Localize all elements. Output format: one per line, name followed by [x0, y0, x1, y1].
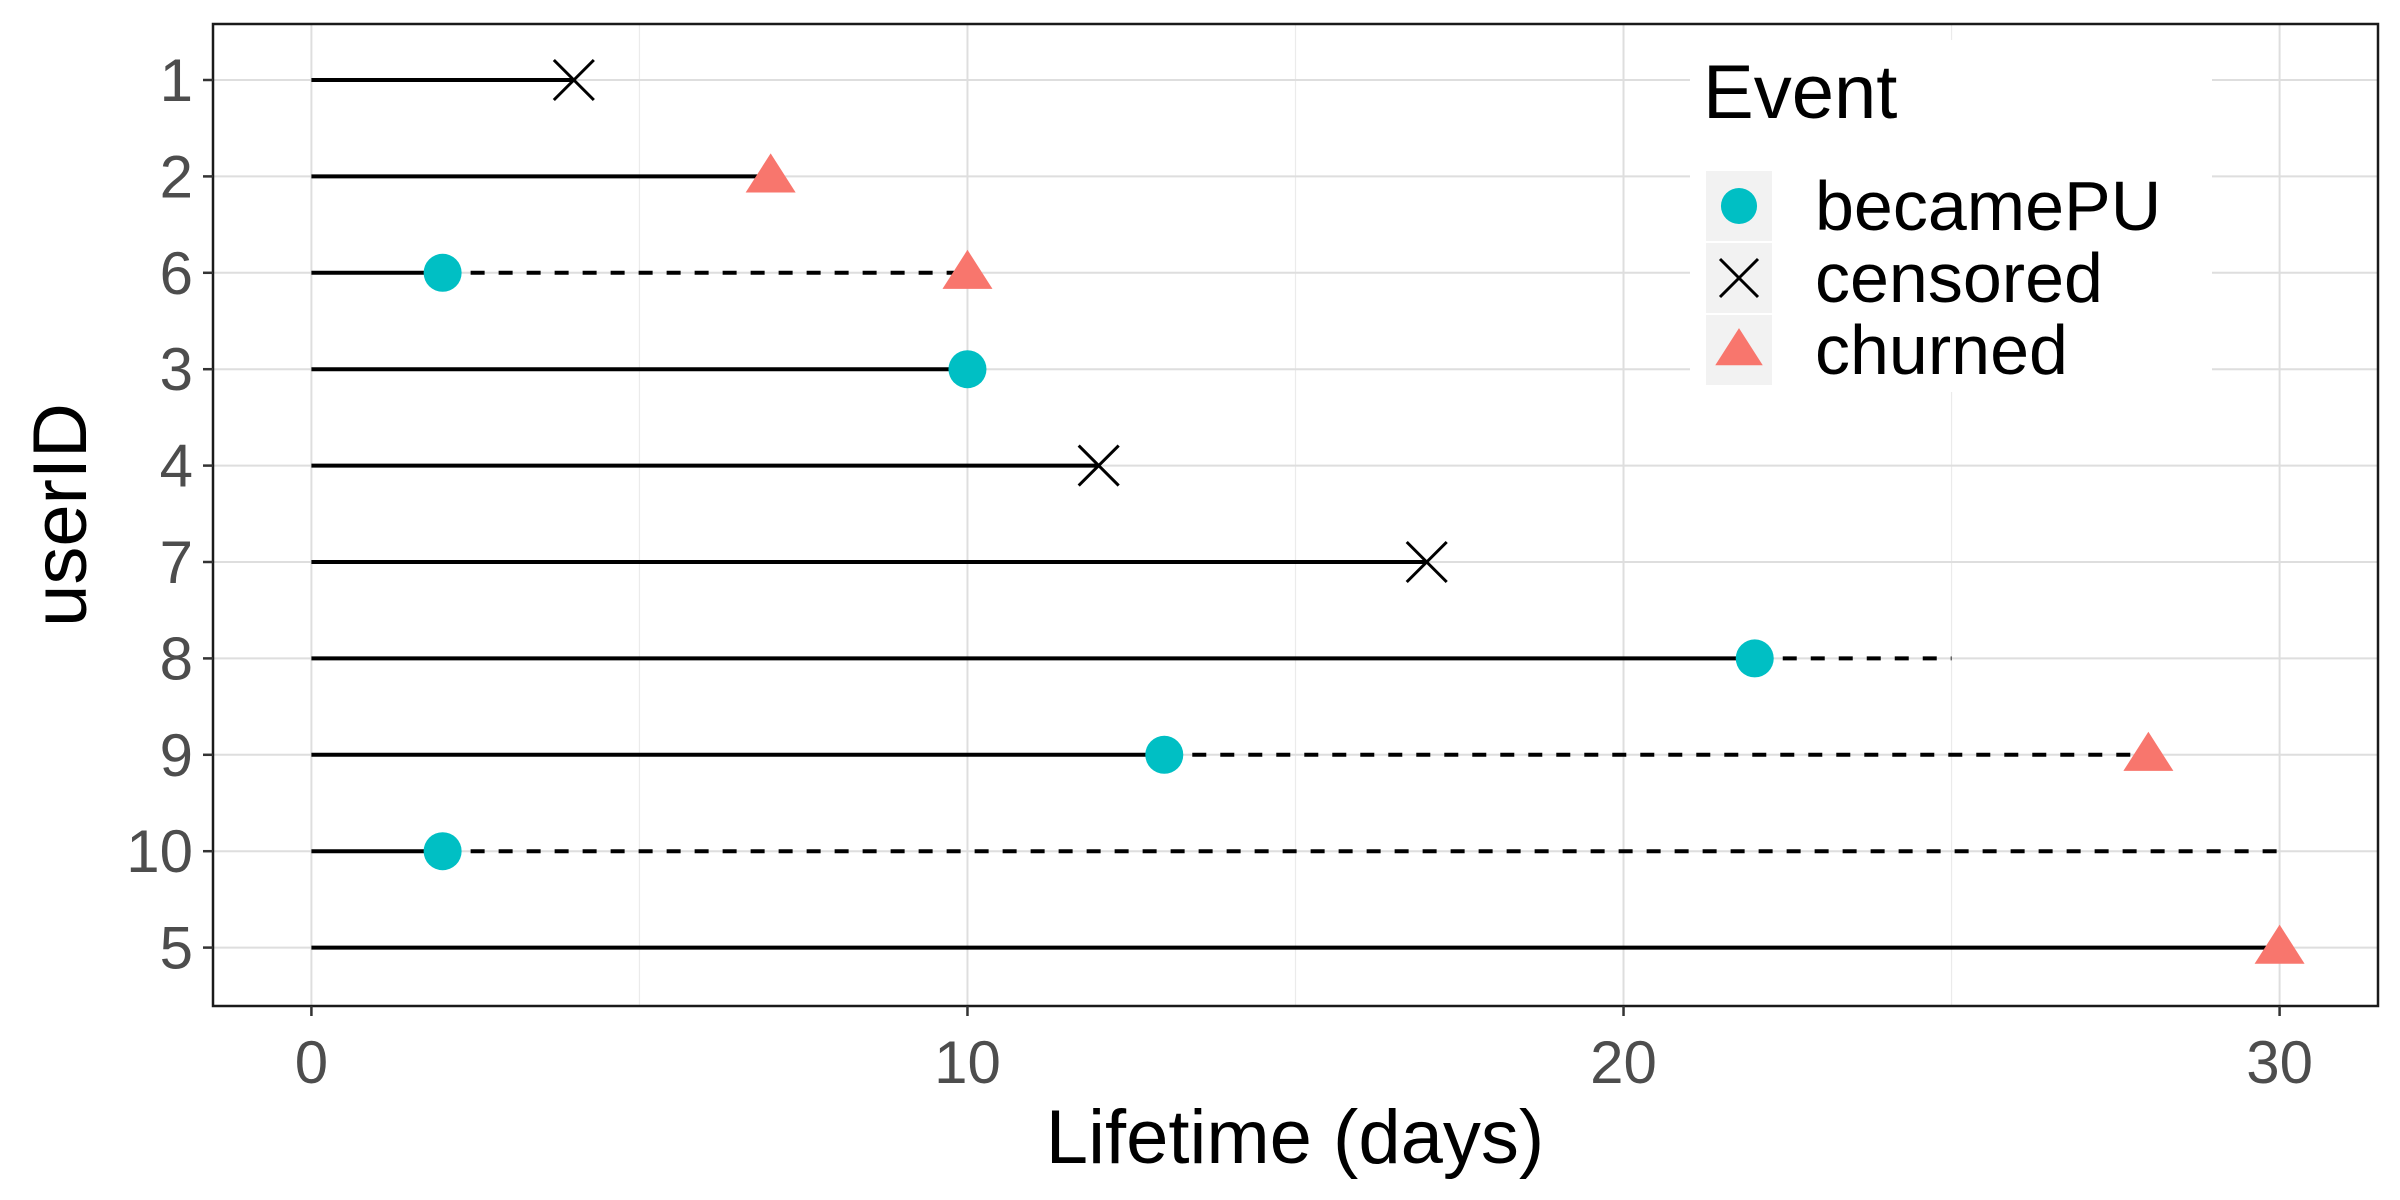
- legend-label: censored: [1815, 239, 2103, 317]
- user-row-4: [311, 444, 1120, 487]
- legend-label: becamePU: [1815, 167, 2161, 245]
- marker-censored-stroke: [1405, 540, 1448, 584]
- marker-censored-stroke: [552, 58, 595, 102]
- x-tick-label: 0: [295, 1029, 328, 1096]
- y-tick-label: 9: [160, 722, 193, 789]
- y-tick-label: 2: [160, 143, 193, 210]
- user-row-5: [311, 924, 2305, 964]
- legend-title: Event: [1703, 50, 1897, 135]
- marker-censored: [1718, 257, 1760, 299]
- legend-background: [1690, 40, 2212, 392]
- x-tick-label: 10: [934, 1029, 1001, 1096]
- x-tick-label: 20: [1590, 1029, 1657, 1096]
- marker-becamePU: [1720, 187, 1758, 225]
- legend-item-censored: censored: [1706, 239, 2103, 317]
- user-lifelines: [311, 58, 2305, 964]
- user-row-7: [311, 540, 1448, 584]
- legend-label: churned: [1815, 311, 2068, 389]
- y-tick-label: 6: [160, 240, 193, 307]
- axes: 0 10 20 30 1 2 6 3 4 7 8 9 10 5: [126, 47, 2313, 1096]
- user-row-2: [311, 153, 796, 193]
- marker-churned: [942, 249, 993, 289]
- user-row-3: [311, 350, 987, 389]
- plot-panel-border: [211, 22, 2380, 1008]
- user-row-10: [311, 832, 2280, 871]
- y-tick-label: 8: [160, 625, 193, 692]
- marker-censored-stroke: [1718, 257, 1760, 299]
- user-row-8: [311, 639, 1952, 678]
- y-axis-title: userID: [18, 403, 103, 627]
- marker-censored: [552, 58, 595, 102]
- marker-censored: [1405, 540, 1448, 584]
- y-tick-label: 5: [160, 915, 193, 982]
- y-tick-label: 4: [160, 433, 193, 500]
- legend-item-churned: churned: [1706, 311, 2068, 389]
- y-tick-label: 7: [160, 529, 193, 596]
- user-row-1: [311, 58, 595, 102]
- y-tick-label: 3: [160, 336, 193, 403]
- y-tick-label: 1: [160, 47, 193, 114]
- marker-churned: [2254, 924, 2305, 964]
- marker-becamePU: [423, 253, 462, 292]
- marker-censored-stroke: [1077, 444, 1120, 487]
- marker-becamePU: [948, 350, 987, 389]
- marker-censored: [1077, 444, 1120, 487]
- marker-churned: [2123, 731, 2174, 771]
- y-tick-label: 10: [126, 818, 193, 885]
- marker-becamePU: [1735, 639, 1774, 678]
- marker-churned: [1715, 328, 1763, 366]
- marker-becamePU: [423, 832, 462, 871]
- legend-item-becamePU: becamePU: [1706, 167, 2161, 245]
- x-tick-label: 30: [2246, 1029, 2313, 1096]
- marker-churned: [745, 153, 796, 193]
- user-row-6: [311, 249, 993, 292]
- x-axis-title: Lifetime (days): [1046, 1095, 1544, 1180]
- marker-becamePU: [1145, 735, 1184, 774]
- user-row-9: [311, 731, 2174, 774]
